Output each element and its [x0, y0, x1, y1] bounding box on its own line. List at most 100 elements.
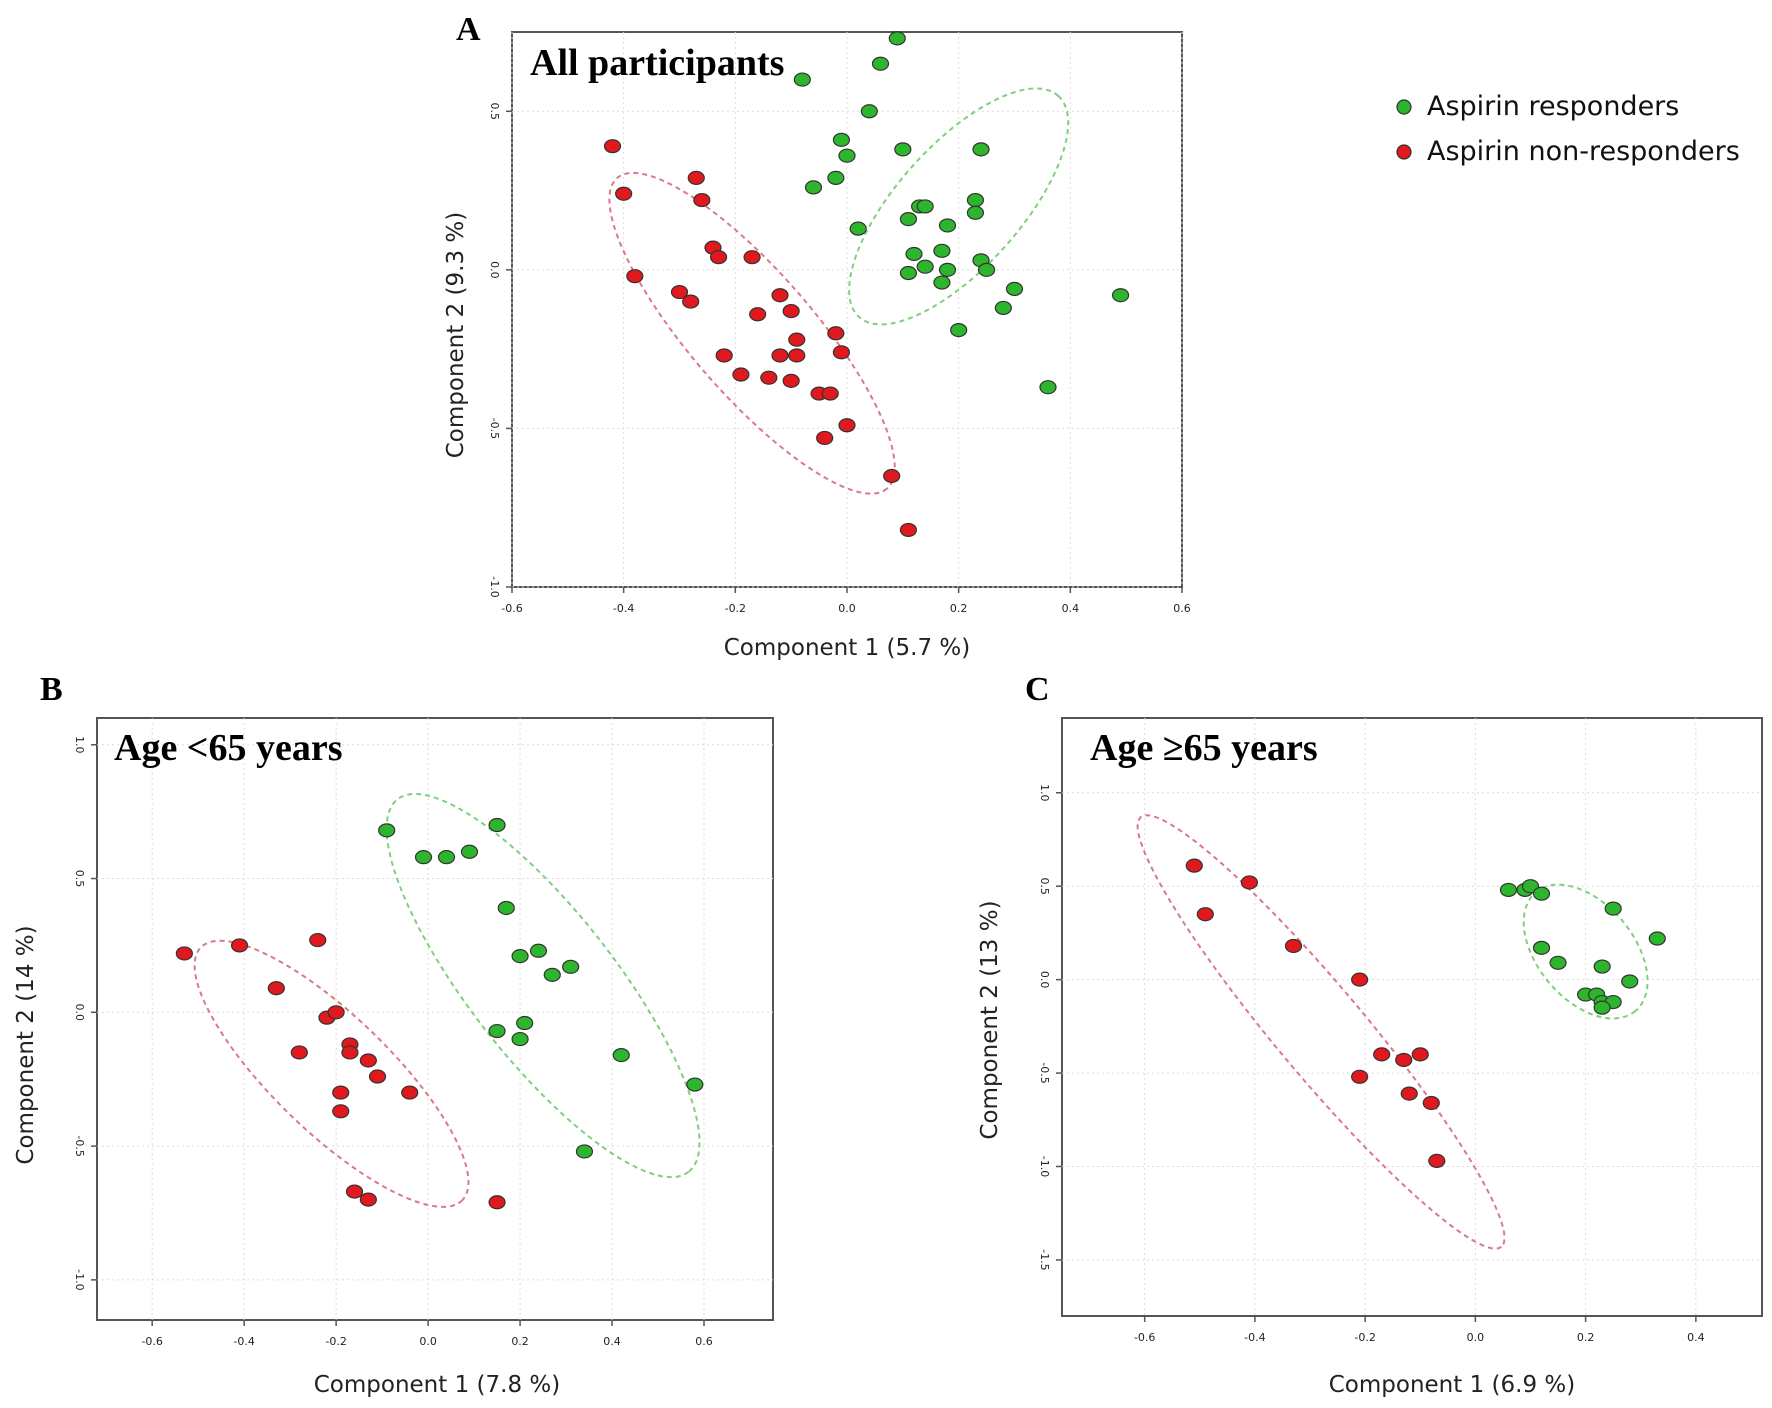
panel-b-point-responder	[488, 817, 506, 833]
legend-label-responders: Aspirin responders	[1427, 91, 1679, 122]
panel-a-point-nonresponder	[899, 522, 918, 538]
panel-a-point-nonresponder	[715, 348, 733, 363]
panel-c-point-nonresponder	[1422, 1095, 1440, 1111]
panel-a-point-nonresponder	[709, 250, 728, 265]
panel-a-point-responder	[938, 218, 957, 233]
legend-label-nonresponders: Aspirin non-responders	[1427, 136, 1740, 167]
panel-b-point-nonresponder	[175, 946, 193, 961]
panel-b-xtick-label: 0.6	[695, 1335, 713, 1348]
panel-a-xtick-label: -0.4	[613, 602, 634, 615]
panel-b-point-responder	[488, 1023, 506, 1039]
panel-b-xtick-label: -0.6	[141, 1335, 162, 1348]
panel-c-point-responder	[1604, 901, 1622, 916]
panel-c-ytick-label: 0.5	[1038, 877, 1051, 895]
panel-a: A -0.6 -0.4 -0.2 0.0 0.2 0.4 0.6 -1.0 -0.5 0.0 0.5…	[443, 11, 1191, 661]
panel-a-point-nonresponder	[838, 418, 856, 433]
panel-b-ytick-label: 0.0	[73, 1004, 86, 1022]
panel-a-point-nonresponder	[743, 250, 761, 265]
panel-a-point-nonresponder	[782, 303, 800, 319]
panel-b-point-responder	[511, 949, 529, 964]
legend-swatch-responders	[1396, 99, 1412, 115]
panel-a-point-responder	[950, 323, 968, 338]
panel-a-point-responder	[972, 142, 990, 157]
panel-a-point-nonresponder	[693, 192, 711, 208]
panel-c-ellipse-nonresponders	[1136, 814, 1506, 1250]
panel-a-xtick-label: 0.4	[1062, 602, 1080, 615]
panel-c-xtick-label: -0.6	[1134, 1331, 1155, 1344]
panel-b-point-responder	[686, 1077, 704, 1092]
panel-a-point-nonresponder	[827, 326, 845, 341]
panel-b-point-nonresponder	[267, 981, 285, 996]
panel-a-point-responder	[1005, 281, 1024, 296]
panel-c-point-nonresponder	[1351, 1069, 1369, 1084]
panel-a-point-nonresponder	[788, 332, 806, 347]
panel-a-point-responder	[977, 262, 996, 277]
panel-a-point-nonresponder	[603, 139, 622, 154]
panel-a-point-responder	[832, 132, 851, 147]
panel-b-xtick-label: -0.4	[233, 1335, 254, 1348]
panel-c-point-nonresponder	[1395, 1052, 1413, 1068]
panel-b-xtick-label: 0.0	[419, 1335, 437, 1348]
panel-b-ellipse-nonresponders	[193, 939, 470, 1208]
panel-a-point-responder	[860, 104, 878, 119]
panel-c-point-responder	[1499, 882, 1518, 898]
panel-a-ytick-label: 0.0	[488, 261, 501, 279]
panel-c-point-nonresponder	[1411, 1047, 1429, 1062]
panel-a-point-responder	[793, 72, 811, 87]
panel-b-point-responder	[562, 959, 580, 974]
panel-a-ytick-label: -0.5	[488, 418, 501, 439]
panel-a-point-responder	[966, 192, 985, 208]
panel-a-ellipse-nonresponders	[608, 171, 896, 495]
panel-a-point-responder	[916, 199, 934, 214]
panel-a-title: All participants	[530, 42, 784, 84]
panel-a-point-nonresponder	[816, 430, 834, 446]
panel-a-letter: A	[456, 11, 481, 48]
panel-b-ytick-label: -1.0	[73, 1269, 86, 1290]
panel-c-point-nonresponder	[1351, 972, 1369, 987]
panel-a-xtick-label: 0.6	[1173, 602, 1191, 615]
panel-b: B -0.6 -0.4 -0.2 0.0 0.2 0.4 0.6 -1.0 -0.5 0.0 0.5…	[13, 671, 774, 1398]
panel-b-point-nonresponder	[368, 1069, 387, 1084]
panel-a-point-responder	[916, 259, 934, 274]
panel-b-xlabel: Component 1 (7.8 %)	[314, 1372, 560, 1398]
panel-b-ylabel: Component 2 (14 %)	[13, 925, 39, 1164]
panel-a-ytick-label: -1.0	[488, 576, 501, 597]
panel-b-point-responder	[516, 1015, 534, 1031]
panel-c-point-responder	[1549, 955, 1567, 970]
panel-a-ellipse-responders	[848, 87, 1070, 326]
panel-c-xtick-label: -0.2	[1354, 1331, 1375, 1344]
panel-b-point-nonresponder	[359, 1053, 377, 1068]
panel-a-point-nonresponder	[788, 348, 806, 363]
panel-c-point-nonresponder	[1400, 1086, 1418, 1101]
panel-a-point-nonresponder	[749, 307, 767, 322]
panel-c-ytick-label: 0.0	[1038, 971, 1051, 989]
panel-c-point-responder	[1532, 886, 1551, 901]
panel-b-title: Age <65 years	[114, 727, 342, 769]
panel-b-point-responder	[543, 967, 561, 982]
panel-b-ytick-label: -0.5	[73, 1135, 86, 1156]
panel-c-xtick-label: -0.4	[1244, 1331, 1265, 1344]
panel-a-point-responder	[838, 148, 856, 163]
panel-b-point-responder	[575, 1144, 594, 1159]
panel-b-point-nonresponder	[327, 1005, 345, 1020]
panel-a-point-nonresponder	[883, 468, 901, 484]
panel-b-point-nonresponder	[230, 938, 249, 953]
panel-a-point-nonresponder	[615, 186, 633, 201]
panel-c-xtick-label: 0.0	[1467, 1331, 1485, 1344]
panel-c-xtick-label: 0.2	[1577, 1331, 1595, 1344]
panel-c-point-responder	[1521, 879, 1540, 894]
panel-b-ellipse-responders	[385, 792, 701, 1179]
panel-b-point-nonresponder	[341, 1045, 359, 1060]
panel-b-xtick-label: -0.2	[325, 1335, 346, 1348]
legend: Aspirin responders Aspirin non-responder…	[1396, 91, 1740, 167]
panel-b-point-responder	[529, 943, 548, 958]
panel-c-ytick-label: 1.0	[1038, 784, 1051, 802]
panel-c-point-nonresponder	[1185, 858, 1203, 873]
panel-c-letter: C	[1025, 671, 1050, 708]
panel-a-xtick-label: -0.6	[501, 602, 522, 615]
panel-a-point-nonresponder	[760, 370, 778, 385]
panel-a-point-responder	[1039, 380, 1057, 395]
panel-c-ytick-label: -1.0	[1038, 1156, 1051, 1177]
panel-a-point-nonresponder	[687, 170, 705, 185]
